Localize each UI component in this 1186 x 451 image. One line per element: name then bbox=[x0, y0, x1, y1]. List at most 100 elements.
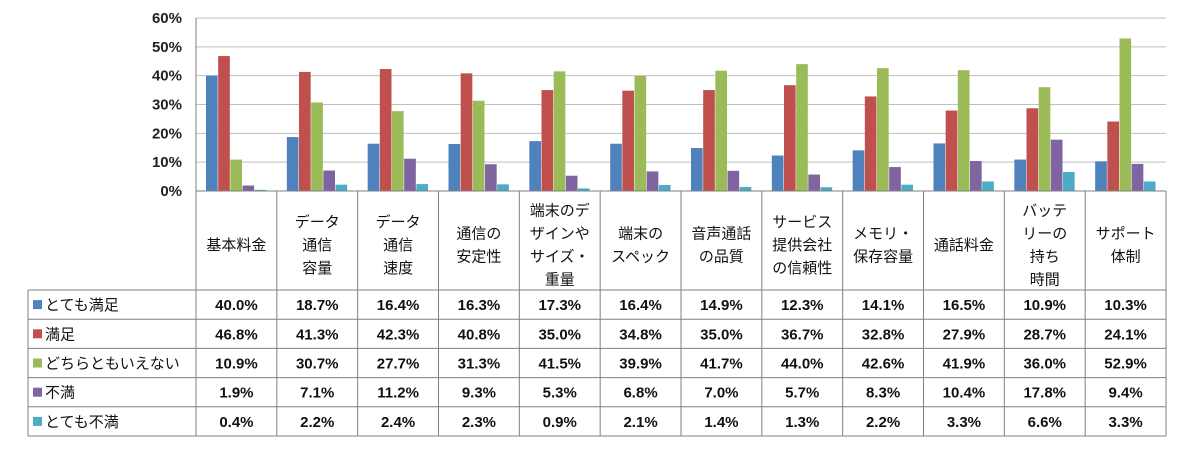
category-label-10: 通話料金 bbox=[934, 236, 994, 254]
value-3-2: 30.7% bbox=[296, 356, 339, 373]
value-5-11: 6.6% bbox=[1028, 414, 1062, 431]
value-1-8: 12.3% bbox=[781, 297, 824, 314]
y-tick-label: 60% bbox=[152, 10, 182, 27]
legend-swatch-5 bbox=[33, 416, 42, 426]
bar-3-9 bbox=[877, 68, 889, 191]
value-3-1: 10.9% bbox=[215, 356, 258, 373]
value-3-3: 27.7% bbox=[377, 356, 420, 373]
gridlines bbox=[196, 17, 1166, 163]
value-5-1: 0.4% bbox=[219, 414, 253, 431]
bar-5-11 bbox=[1063, 171, 1075, 191]
bar-4-4 bbox=[485, 164, 497, 191]
bar-1-1 bbox=[206, 75, 218, 191]
bar-5-8 bbox=[820, 187, 833, 191]
value-4-2: 7.1% bbox=[300, 385, 334, 402]
value-5-5: 0.9% bbox=[543, 414, 577, 431]
value-2-6: 34.8% bbox=[619, 326, 662, 343]
category-label-4: 通信の安定性 bbox=[456, 225, 501, 266]
bar-5-6 bbox=[658, 184, 671, 191]
bar-3-12 bbox=[1119, 38, 1132, 191]
bar-1-12 bbox=[1095, 161, 1107, 191]
value-5-12: 3.3% bbox=[1108, 414, 1142, 431]
value-2-4: 40.8% bbox=[458, 326, 501, 343]
value-2-5: 35.0% bbox=[538, 326, 581, 343]
bar-4-7 bbox=[727, 170, 740, 191]
value-3-11: 36.0% bbox=[1023, 356, 1066, 373]
value-4-8: 5.7% bbox=[785, 385, 819, 402]
value-5-4: 2.3% bbox=[462, 414, 496, 431]
bar-3-8 bbox=[796, 64, 808, 191]
value-2-7: 35.0% bbox=[700, 326, 743, 343]
bar-5-4 bbox=[497, 184, 509, 191]
value-1-4: 16.3% bbox=[458, 297, 501, 314]
value-1-10: 16.5% bbox=[943, 297, 986, 314]
bar-5-10 bbox=[982, 181, 994, 191]
bar-5-9 bbox=[901, 184, 913, 191]
bar-3-4 bbox=[472, 100, 485, 191]
bar-2-10 bbox=[945, 110, 958, 191]
y-tick-label: 30% bbox=[152, 97, 182, 114]
value-2-2: 41.3% bbox=[296, 326, 339, 343]
bar-5-1 bbox=[254, 189, 267, 191]
bar-4-10 bbox=[970, 161, 982, 191]
bar-2-11 bbox=[1026, 108, 1039, 191]
bar-2-1 bbox=[218, 56, 230, 192]
category-label-1: 基本料金 bbox=[206, 236, 266, 254]
bar-1-2 bbox=[286, 137, 299, 191]
value-1-1: 40.0% bbox=[215, 297, 258, 314]
value-2-8: 36.7% bbox=[781, 326, 824, 343]
value-1-7: 14.9% bbox=[700, 297, 743, 314]
bar-3-5 bbox=[553, 71, 566, 191]
bar-3-7 bbox=[715, 70, 727, 191]
value-4-4: 9.3% bbox=[462, 385, 496, 402]
value-5-3: 2.4% bbox=[381, 414, 415, 431]
bar-4-6 bbox=[646, 171, 659, 191]
y-tick-label: 10% bbox=[152, 154, 182, 171]
bar-1-3 bbox=[367, 143, 380, 191]
value-4-10: 10.4% bbox=[943, 385, 986, 402]
data-table: 基本料金 データ通信容量データ通信速度通信の安定性端末のデザインやサイズ・重量端末… bbox=[27, 190, 1167, 437]
legend-label-1: とても満足 bbox=[45, 296, 119, 314]
bar-4-9 bbox=[889, 167, 901, 191]
bar-5-12 bbox=[1143, 181, 1156, 191]
value-5-9: 2.2% bbox=[866, 414, 900, 431]
bar-4-2 bbox=[323, 170, 335, 191]
bar-5-7 bbox=[739, 186, 752, 191]
value-4-11: 17.8% bbox=[1023, 385, 1066, 402]
bar-4-12 bbox=[1131, 163, 1144, 191]
value-3-5: 41.5% bbox=[538, 356, 581, 373]
bar-4-3 bbox=[404, 158, 416, 191]
bar-4-5 bbox=[565, 175, 578, 191]
bar-1-9 bbox=[852, 150, 865, 191]
axes: 0% 10% 20% 30% 40% 50% 60% bbox=[152, 10, 197, 200]
bar-2-5 bbox=[541, 90, 554, 191]
value-4-3: 11.2% bbox=[377, 385, 419, 402]
category-label-9: メモリ・保存容量 bbox=[853, 225, 913, 266]
value-4-1: 1.9% bbox=[219, 385, 253, 402]
category-label-3: データ通信速度 bbox=[376, 213, 421, 277]
bars bbox=[206, 38, 1156, 192]
value-3-4: 31.3% bbox=[458, 356, 501, 373]
legend-label-2: 満足 bbox=[45, 325, 75, 343]
bar-2-3 bbox=[379, 69, 392, 191]
bar-1-4 bbox=[448, 144, 461, 191]
bar-2-2 bbox=[299, 71, 311, 191]
bar-2-12 bbox=[1107, 121, 1119, 191]
bar-3-1 bbox=[230, 159, 242, 191]
value-4-9: 8.3% bbox=[866, 385, 900, 402]
bar-2-4 bbox=[460, 73, 473, 191]
bar-2-7 bbox=[703, 90, 715, 191]
value-1-9: 14.1% bbox=[862, 297, 905, 314]
bar-2-9 bbox=[864, 96, 877, 191]
category-label-2: データ通信容量 bbox=[295, 213, 340, 277]
value-2-9: 32.8% bbox=[862, 326, 905, 343]
value-5-10: 3.3% bbox=[947, 414, 981, 431]
bar-1-10 bbox=[933, 143, 946, 191]
value-4-5: 5.3% bbox=[543, 385, 577, 402]
bar-5-3 bbox=[416, 184, 428, 191]
bar-3-6 bbox=[634, 75, 647, 191]
bar-4-11 bbox=[1050, 139, 1063, 191]
value-3-9: 42.6% bbox=[862, 356, 905, 373]
category-label-12: サポート体制 bbox=[1096, 225, 1156, 266]
category-label-8: サービス提供会社の信頼性 bbox=[772, 213, 832, 277]
